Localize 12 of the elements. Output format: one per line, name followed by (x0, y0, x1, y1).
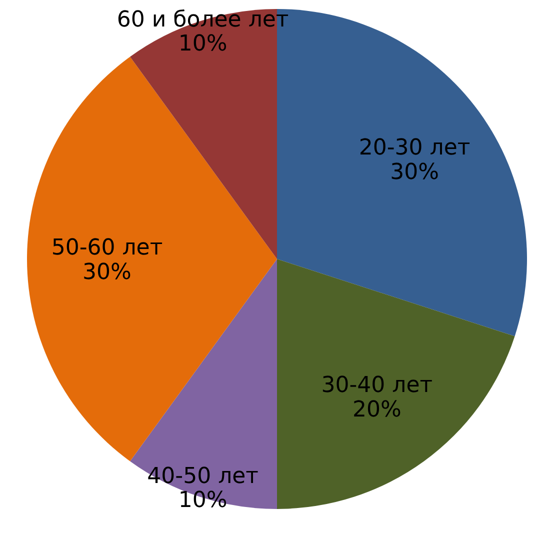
data-label: 10% (178, 488, 228, 514)
data-label: 10% (178, 32, 228, 57)
pie-slice (277, 259, 515, 509)
slice-label: 40-50 лет (147, 464, 259, 489)
slice-label: 50-60 лет (51, 236, 163, 261)
pie-slice (130, 259, 277, 509)
pie-slice (27, 56, 277, 462)
slice-label: 20-30 лет (358, 136, 470, 161)
data-label: 30% (390, 160, 439, 185)
slice-label: 30-40 лет (321, 373, 433, 398)
data-label: 20% (352, 397, 402, 422)
data-label: 30% (82, 260, 132, 285)
